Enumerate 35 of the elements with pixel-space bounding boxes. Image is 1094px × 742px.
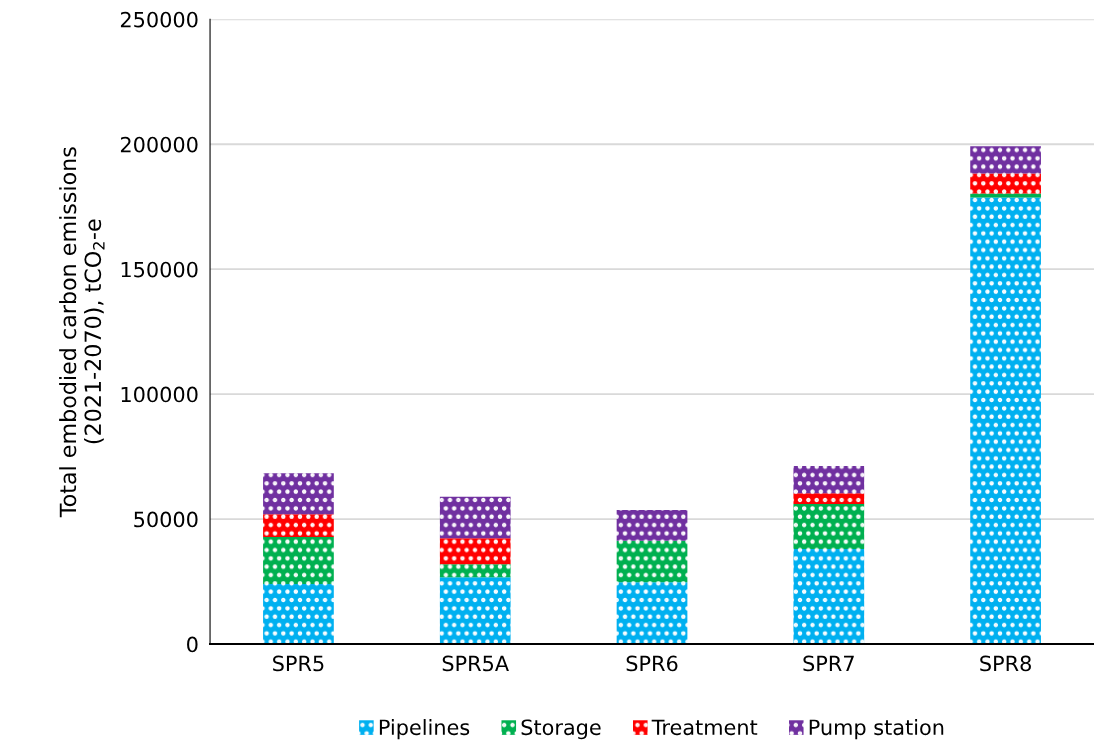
x-tick-label: SPR8 [980, 655, 1031, 672]
x-tick-label: SPR7 [803, 655, 854, 672]
bar [793, 466, 865, 494]
bar [616, 510, 688, 541]
y-tick-label: 200000 [120, 136, 198, 153]
legend-label: Pump station [809, 719, 944, 740]
x-tick-label: SPR5A [442, 655, 509, 672]
bar [793, 493, 865, 505]
y-tick-label: 150000 [121, 261, 198, 278]
bar [263, 473, 334, 515]
bar [970, 146, 1041, 174]
bar [439, 577, 511, 645]
bar [263, 537, 334, 585]
x-tick-label: SPR6 [626, 655, 678, 672]
bar [263, 514, 334, 538]
bar [616, 582, 688, 645]
bar [970, 173, 1041, 194]
bar [616, 540, 688, 583]
legend-label: Pipelines [379, 719, 470, 740]
y-tick-label: 50000 [134, 511, 198, 528]
bar [970, 197, 1041, 645]
y-tick-label: 250000 [120, 11, 198, 28]
y-tick-label: 0 [187, 636, 198, 653]
bar [793, 504, 865, 550]
legend-label: Storage [521, 719, 601, 740]
y-tick-label: 100000 [121, 386, 198, 403]
bar [439, 496, 511, 539]
bar [439, 538, 511, 565]
bar [439, 564, 511, 578]
y-axis-title: Total embodied carbon emissions (2021-2070), tCO$_{2}$-e [59, 147, 105, 518]
legend-label: Treatment [651, 719, 758, 736]
x-tick-label: SPR5 [273, 655, 324, 672]
bar [793, 549, 865, 645]
bar [970, 193, 1041, 198]
bar [263, 584, 334, 645]
